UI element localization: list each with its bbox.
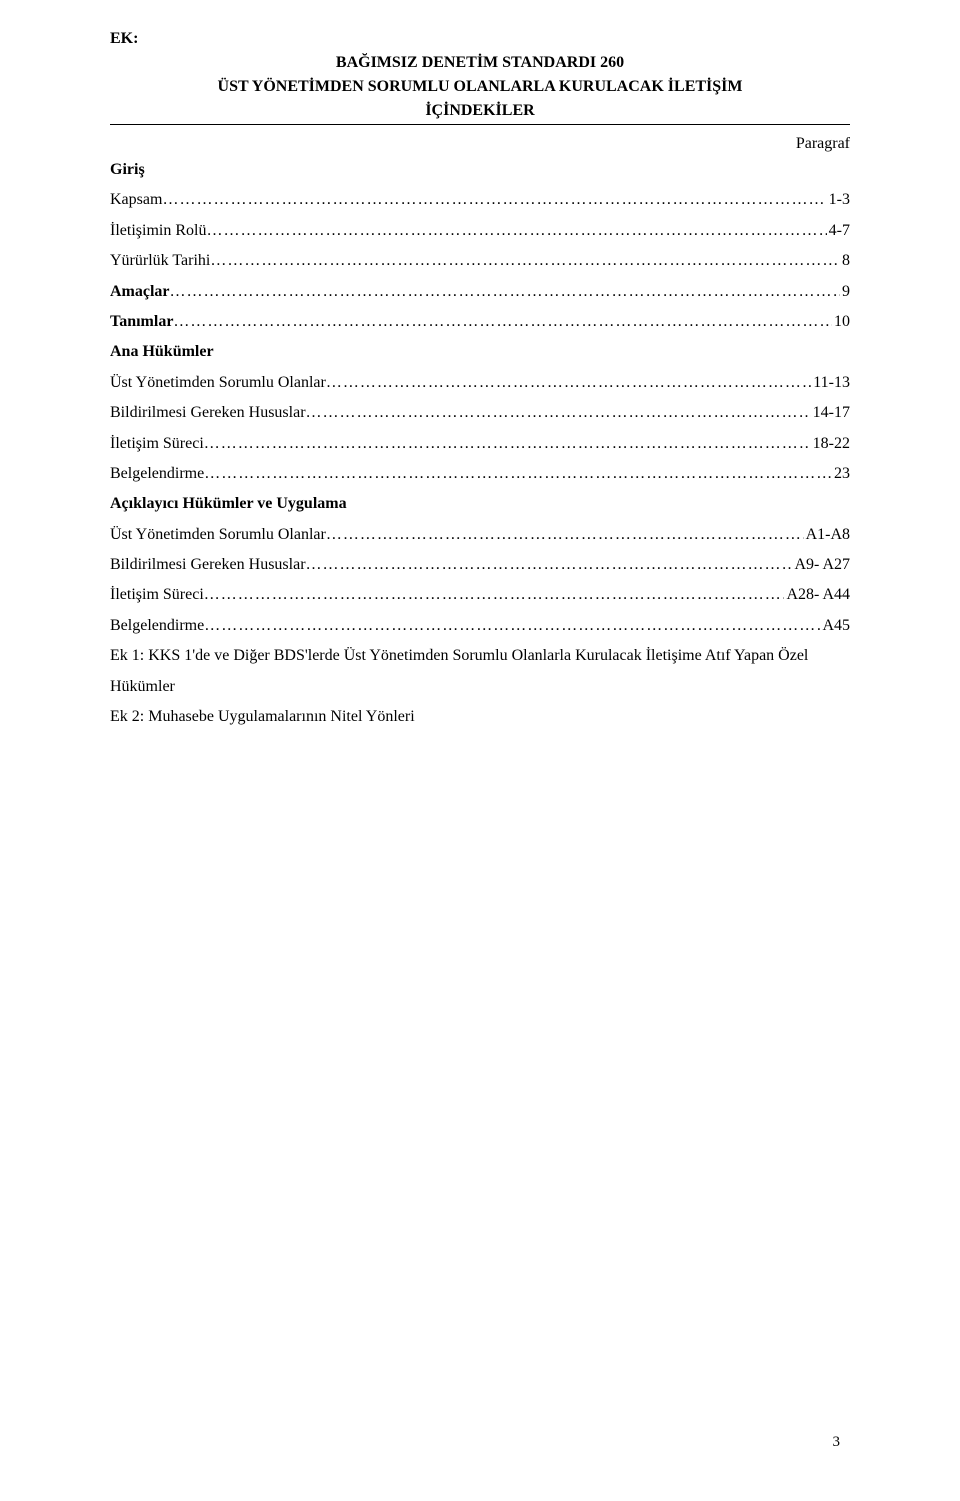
toc-page: A28- A44 (784, 580, 850, 610)
toc-leader (173, 307, 832, 337)
document-page: EK: BAĞIMSIZ DENETİM STANDARDI 260 ÜST Y… (0, 0, 960, 762)
toc-item-amaclar: Amaçlar 9 (110, 277, 850, 307)
toc-leader (306, 550, 793, 580)
toc-leader (204, 429, 811, 459)
toc-leader (162, 185, 826, 215)
toc-label: Belgelendirme (110, 611, 204, 641)
toc-item-yururluk-tarihi: Yürürlük Tarihi 8 (110, 246, 850, 276)
toc-item-belgelendirme-1: Belgelendirme 23 (110, 459, 850, 489)
document-title: BAĞIMSIZ DENETİM STANDARDI 260 (110, 54, 850, 72)
toc-page: 14-17 (811, 398, 850, 428)
paragraf-label: Paragraf (796, 135, 850, 153)
toc-item-belgelendirme-2: Belgelendirme A45 (110, 611, 850, 641)
toc-label: Belgelendirme (110, 459, 204, 489)
toc-item-ust-yonetim-2: Üst Yönetimden Sorumlu Olanlar A1-A8 (110, 520, 850, 550)
toc-label: İletişim Süreci (110, 580, 204, 610)
toc-leader (326, 520, 804, 550)
appendix-ek2: Ek 2: Muhasebe Uygulamalarının Nitel Yön… (110, 702, 850, 732)
toc-item-ust-yonetim-1: Üst Yönetimden Sorumlu Olanlar 11-13 (110, 368, 850, 398)
toc-leader (306, 398, 811, 428)
document-subtitle: ÜST YÖNETİMDEN SORUMLU OLANLARLA KURULAC… (110, 78, 850, 96)
toc-item-bildirilmesi-2: Bildirilmesi Gereken Hususlar A9- A27 (110, 550, 850, 580)
toc-label: Ana Hükümler (110, 337, 214, 367)
toc-page: 11-13 (811, 368, 850, 398)
toc-section-giris: Giriş (110, 155, 850, 185)
toc-page: 10 (832, 307, 850, 337)
paragraf-row: Paragraf (110, 135, 850, 153)
toc-leader (204, 611, 820, 641)
toc-leader (210, 246, 840, 276)
toc-item-kapsam: Kapsam 1-3 (110, 185, 850, 215)
toc-leader (204, 459, 832, 489)
toc-page: 4-7 (827, 216, 850, 246)
toc-label: İletişimin Rolü (110, 216, 206, 246)
toc-section-ana-hukumler: Ana Hükümler (110, 337, 850, 367)
toc-item-iletisimin-rolu: İletişimin Rolü 4-7 (110, 216, 850, 246)
toc-label: Açıklayıcı Hükümler ve Uygulama (110, 489, 347, 519)
toc-label: İletişim Süreci (110, 429, 204, 459)
toc-page: 8 (840, 246, 850, 276)
toc-page: 23 (832, 459, 850, 489)
toc-label: Bildirilmesi Gereken Hususlar (110, 398, 306, 428)
toc-leader (204, 580, 785, 610)
toc-item-iletisim-sureci-2: İletişim Süreci A28- A44 (110, 580, 850, 610)
toc-heading: İÇİNDEKİLER (110, 102, 850, 120)
toc-page: A45 (820, 611, 850, 641)
toc-label: Üst Yönetimden Sorumlu Olanlar (110, 368, 326, 398)
ek-label: EK: (110, 30, 850, 48)
toc-page: 1-3 (827, 185, 850, 215)
toc-page: 9 (840, 277, 850, 307)
appendix-ek1: Ek 1: KKS 1'de ve Diğer BDS'lerde Üst Yö… (110, 641, 850, 702)
page-number: 3 (833, 1434, 841, 1451)
toc-label: Giriş (110, 155, 145, 185)
toc-item-tanimlar: Tanımlar 10 (110, 307, 850, 337)
toc-label: Tanımlar (110, 307, 173, 337)
toc-label: Üst Yönetimden Sorumlu Olanlar (110, 520, 326, 550)
toc-label: Kapsam (110, 185, 162, 215)
toc-leader (206, 216, 826, 246)
toc-label: Amaçlar (110, 277, 170, 307)
toc-page: 18-22 (811, 429, 850, 459)
toc-leader (170, 277, 840, 307)
toc-label: Yürürlük Tarihi (110, 246, 210, 276)
horizontal-rule (110, 124, 850, 125)
toc-item-iletisim-sureci-1: İletişim Süreci 18-22 (110, 429, 850, 459)
toc-label: Bildirilmesi Gereken Hususlar (110, 550, 306, 580)
toc-item-bildirilmesi-1: Bildirilmesi Gereken Hususlar 14-17 (110, 398, 850, 428)
toc-leader (326, 368, 811, 398)
toc-page: A1-A8 (804, 520, 850, 550)
toc-page: A9- A27 (792, 550, 850, 580)
toc-section-aciklayici: Açıklayıcı Hükümler ve Uygulama (110, 489, 850, 519)
